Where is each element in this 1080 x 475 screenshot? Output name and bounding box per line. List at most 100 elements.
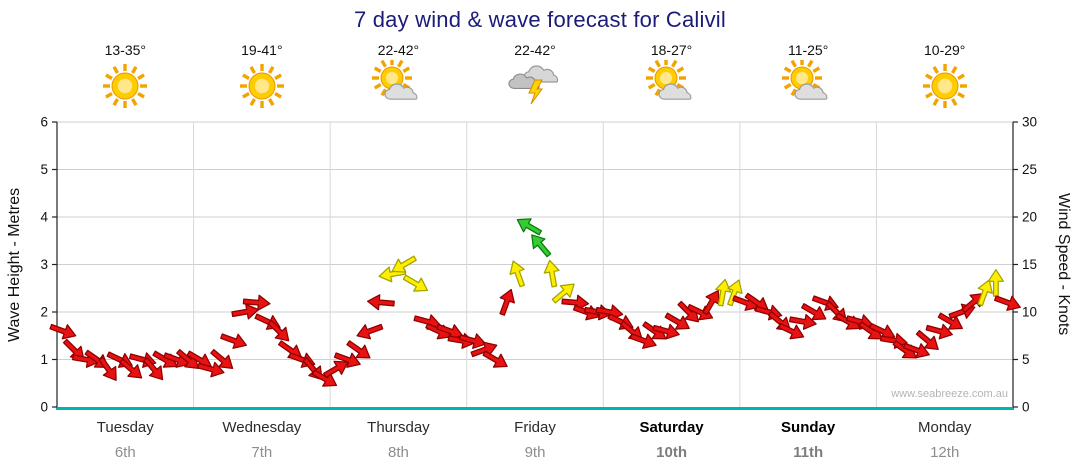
- wind-arrow: [551, 283, 575, 304]
- day-name: Sunday: [781, 419, 836, 436]
- wind-arrow: [367, 294, 395, 311]
- right-tick-label: 30: [1022, 115, 1037, 130]
- weather-icon-partly-cloudy: [645, 58, 692, 100]
- left-tick-label: 4: [40, 210, 48, 225]
- weather-icon-wrap: [475, 60, 595, 112]
- day-date: 7th: [251, 444, 273, 461]
- day-header: 22-42°: [475, 42, 595, 112]
- wind-arrow: [49, 323, 77, 340]
- temp-range: 13-35°: [104, 42, 146, 58]
- day-header: 19-41°: [202, 42, 322, 112]
- wind-arrow: [902, 342, 930, 359]
- wind-arrow: [323, 360, 349, 378]
- wind-arrow: [220, 333, 248, 349]
- wind-arrow: [119, 358, 143, 379]
- wind-arrow: [516, 218, 543, 236]
- wind-arrow: [333, 352, 361, 368]
- weather-icon-wrap: [885, 60, 1005, 112]
- temp-range: 22-42°: [377, 42, 420, 58]
- day-header: 18-27°: [612, 42, 732, 112]
- wind-arrow: [977, 279, 993, 307]
- wind-arrow: [561, 294, 590, 311]
- wind-arrow: [482, 350, 508, 368]
- wind-arrow: [925, 323, 953, 340]
- day-date: 12th: [930, 444, 960, 461]
- day-name: Thursday: [367, 419, 430, 436]
- temp-range: 10-29°: [924, 42, 966, 58]
- wind-arrow: [509, 260, 526, 288]
- wind-arrow: [499, 288, 515, 316]
- left-tick-label: 2: [40, 305, 48, 320]
- wind-arrow: [915, 329, 939, 351]
- day-date: 11th: [793, 444, 824, 461]
- day-date: 10th: [656, 444, 687, 461]
- watermark: www.seabreeze.com.au: [891, 388, 1008, 400]
- wind-arrow: [143, 357, 164, 381]
- day-date: 9th: [524, 444, 546, 461]
- wind-arrow: [470, 341, 498, 358]
- weather-icon-wrap: [65, 60, 185, 112]
- wind-arrow: [801, 303, 827, 321]
- wind-arrow: [543, 259, 560, 288]
- wind-arrow: [242, 294, 271, 311]
- left-tick-label: 0: [40, 400, 48, 415]
- left-tick-label: 1: [40, 352, 48, 367]
- wind-arrow: [778, 322, 805, 340]
- right-axis-title: Wind Speed - Knots: [1055, 193, 1072, 336]
- wind-arrow: [937, 312, 963, 330]
- wind-arrow: [267, 319, 290, 342]
- day-name: Wednesday: [222, 419, 302, 436]
- wind-arrow: [231, 303, 260, 320]
- temp-range: 22-42°: [514, 42, 556, 58]
- chart-title: 7 day wind & wave forecast for Calivil: [354, 7, 726, 32]
- wind-arrow: [629, 333, 657, 349]
- weather-icon-wrap: [202, 60, 322, 112]
- wind-arrow: [391, 255, 417, 273]
- wind-arrow: [987, 269, 1005, 297]
- day-date: 8th: [387, 444, 409, 461]
- wind-arrow: [98, 356, 117, 381]
- wind-arrow: [652, 323, 680, 340]
- day-header: 22-42°: [338, 42, 458, 112]
- day-header: 13-35°: [65, 42, 185, 112]
- weather-icon-wrap: [612, 58, 732, 112]
- wind-arrow: [210, 348, 234, 370]
- temp-range: 18-27°: [650, 42, 693, 58]
- left-tick-label: 6: [40, 115, 48, 130]
- day-name: Monday: [918, 419, 972, 436]
- wind-arrow: [715, 278, 732, 307]
- weather-icon-wrap: [748, 58, 868, 112]
- day-date: 6th: [114, 444, 136, 461]
- day-name: Friday: [514, 419, 556, 436]
- right-tick-label: 20: [1022, 210, 1037, 225]
- weather-icon-sunny: [239, 64, 284, 108]
- wind-arrow: [176, 348, 200, 370]
- right-tick-label: 10: [1022, 305, 1037, 320]
- right-tick-label: 5: [1022, 352, 1030, 367]
- wind-arrow: [993, 295, 1021, 311]
- right-tick-label: 15: [1022, 257, 1037, 272]
- wind-arrow: [702, 289, 720, 316]
- wind-arrow: [197, 361, 225, 378]
- day-name: Tuesday: [96, 419, 154, 436]
- weather-icon-wrap: [338, 58, 458, 112]
- left-tick-label: 5: [40, 162, 48, 177]
- temp-range: 19-41°: [241, 42, 283, 58]
- temp-range: 11-25°: [787, 42, 829, 58]
- day-header: 11-25°: [748, 42, 868, 112]
- weather-icon-partly-cloudy: [782, 58, 828, 100]
- weather-icon-thunderstorm: [508, 65, 559, 105]
- day-name: Saturday: [639, 419, 704, 436]
- wind-arrow: [346, 340, 371, 359]
- right-tick-label: 0: [1022, 400, 1030, 415]
- weather-icon-sunny: [922, 64, 967, 108]
- wind-arrow: [727, 279, 743, 307]
- left-tick-label: 3: [40, 257, 48, 272]
- weather-icon-sunny: [103, 64, 148, 108]
- weather-icon-partly-cloudy: [372, 58, 418, 100]
- wind-arrow: [356, 323, 384, 340]
- wind-arrow: [789, 313, 817, 330]
- right-tick-label: 25: [1022, 162, 1037, 177]
